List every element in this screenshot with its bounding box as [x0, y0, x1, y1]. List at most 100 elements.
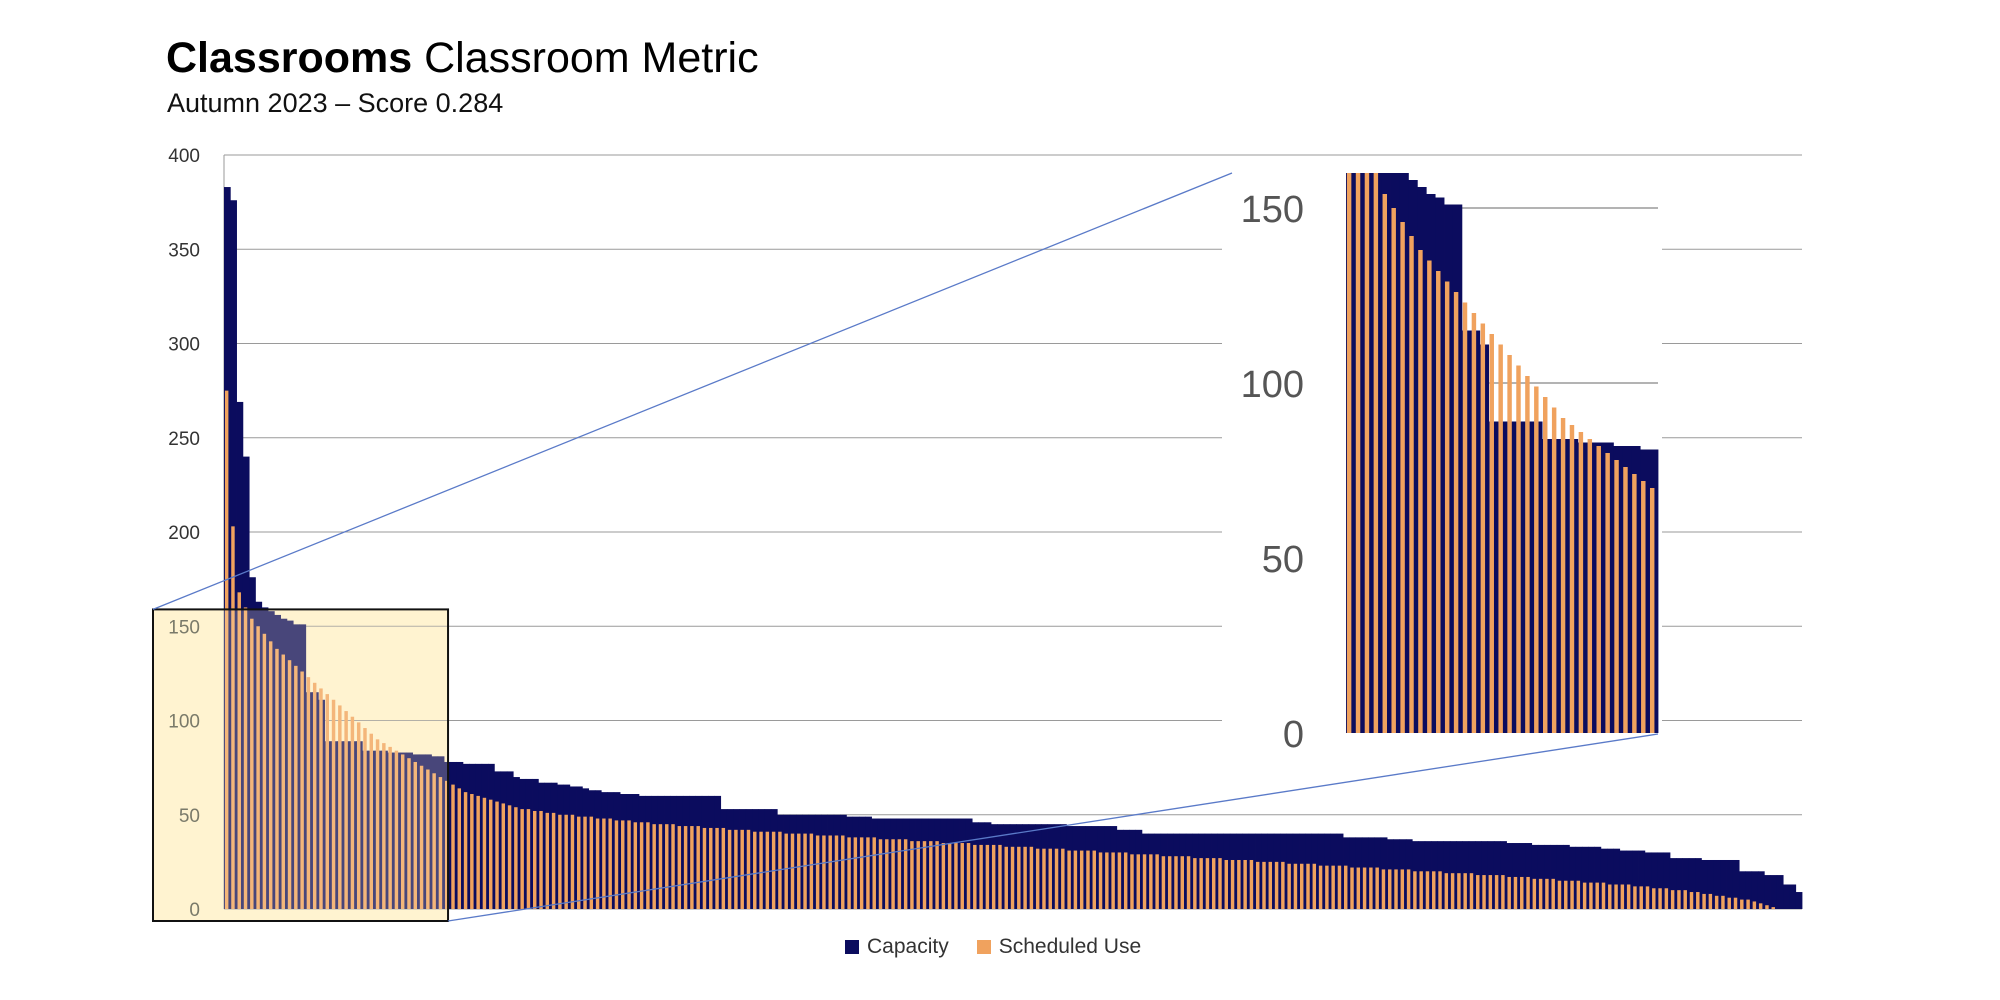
bar-capacity [1600, 848, 1608, 909]
bar-scheduled [646, 822, 650, 909]
bar-scheduled [1545, 878, 1549, 909]
inset-bar-scheduled [1605, 453, 1610, 733]
bar-scheduled [1400, 869, 1405, 909]
bar-scheduled [1255, 861, 1260, 909]
bar-scheduled [526, 809, 531, 909]
bar-scheduled [451, 784, 455, 909]
bar-capacity [1519, 843, 1526, 909]
bar-scheduled [1733, 897, 1738, 909]
bar-scheduled [633, 822, 638, 909]
bar-scheduled [1381, 869, 1386, 909]
bar-scheduled [1765, 905, 1769, 909]
bar-capacity [1644, 852, 1652, 909]
bar-scheduled [1186, 856, 1191, 909]
bar-scheduled [1620, 884, 1625, 909]
bar-scheduled [1299, 863, 1304, 909]
bar-scheduled [1488, 875, 1493, 909]
bar-scheduled [1211, 858, 1216, 909]
bar-capacity [1607, 848, 1614, 909]
bar-scheduled [1042, 848, 1046, 909]
bar-capacity [1776, 875, 1784, 909]
bar-scheduled [803, 833, 807, 909]
bar-scheduled [1419, 871, 1423, 909]
bar-capacity [1669, 858, 1677, 909]
bar-scheduled [1155, 854, 1159, 909]
bar-capacity [1682, 858, 1690, 909]
bar-scheduled [1149, 854, 1153, 909]
bar-scheduled [652, 824, 656, 909]
bar-scheduled [1570, 880, 1574, 909]
bar-capacity [1757, 871, 1765, 909]
bar-scheduled [356, 722, 361, 909]
inset-bar-scheduled [1391, 208, 1396, 733]
bar-scheduled [696, 826, 700, 909]
bar-capacity [1563, 844, 1570, 909]
inset-bar-scheduled [1516, 365, 1521, 733]
bar-scheduled [589, 816, 594, 909]
bar-scheduled [1375, 867, 1379, 909]
bar-scheduled [551, 812, 556, 909]
bar-capacity [1739, 871, 1746, 909]
bar-scheduled [1249, 859, 1254, 909]
bar-scheduled [627, 820, 631, 909]
bar-scheduled [973, 844, 977, 909]
bar-capacity [1537, 844, 1545, 909]
bar-scheduled [665, 824, 669, 909]
bar-scheduled [306, 677, 311, 909]
bar-scheduled [1243, 859, 1247, 909]
bar-scheduled [1388, 869, 1392, 909]
inset-bar-scheduled [1373, 173, 1379, 733]
bar-scheduled [539, 810, 543, 909]
bar-scheduled [268, 641, 273, 909]
bar-capacity [1632, 850, 1639, 909]
bar-scheduled [1633, 886, 1637, 909]
bar-scheduled [891, 839, 895, 909]
bar-scheduled [426, 769, 430, 909]
bar-scheduled [1073, 850, 1078, 909]
bar-scheduled [847, 837, 851, 909]
chart-subtitle: Autumn 2023 – Score 0.284 [167, 88, 504, 118]
bar-capacity [1701, 859, 1709, 909]
bar-capacity [1556, 844, 1564, 909]
bar-scheduled [897, 839, 902, 909]
bar-scheduled [1274, 861, 1279, 909]
bar-scheduled [677, 826, 682, 909]
bar-scheduled [250, 618, 254, 909]
bar-scheduled [1595, 882, 1599, 909]
bar-scheduled [715, 827, 719, 909]
bar-capacity [1594, 846, 1602, 909]
bar-scheduled [1174, 856, 1178, 909]
bar-capacity [1676, 858, 1683, 909]
bar-scheduled [432, 773, 436, 909]
bar-scheduled [1494, 875, 1499, 909]
bar-capacity [1638, 850, 1646, 909]
legend-swatch-capacity [845, 940, 859, 954]
bar-capacity [1569, 846, 1577, 909]
bar-scheduled [1306, 863, 1310, 909]
bar-scheduled [639, 822, 644, 909]
bar-scheduled [1589, 882, 1593, 909]
inset-y-tick-label: 100 [1241, 364, 1304, 406]
bar-scheduled [1677, 890, 1681, 909]
bar-scheduled [759, 831, 763, 909]
bar-scheduled [476, 795, 480, 909]
inset-bar-scheduled [1560, 418, 1566, 733]
inset-bar-scheduled [1543, 397, 1548, 733]
bar-scheduled [1054, 848, 1059, 909]
y-tick-label: 0 [189, 900, 200, 921]
bar-scheduled [1689, 892, 1694, 909]
bar-scheduled [1111, 852, 1115, 909]
bar-scheduled [1425, 871, 1430, 909]
bar-scheduled [1564, 880, 1568, 909]
bar-scheduled [1318, 865, 1323, 909]
bar-scheduled [727, 829, 732, 909]
y-tick-label: 300 [168, 335, 200, 356]
bar-scheduled [463, 792, 468, 909]
bar-scheduled [903, 839, 908, 909]
bar-scheduled [1513, 876, 1518, 909]
bar-scheduled [1526, 876, 1530, 909]
bar-scheduled [300, 671, 304, 909]
bar-scheduled [1130, 854, 1134, 909]
bar-scheduled [243, 607, 248, 909]
bar-capacity [1512, 843, 1520, 909]
